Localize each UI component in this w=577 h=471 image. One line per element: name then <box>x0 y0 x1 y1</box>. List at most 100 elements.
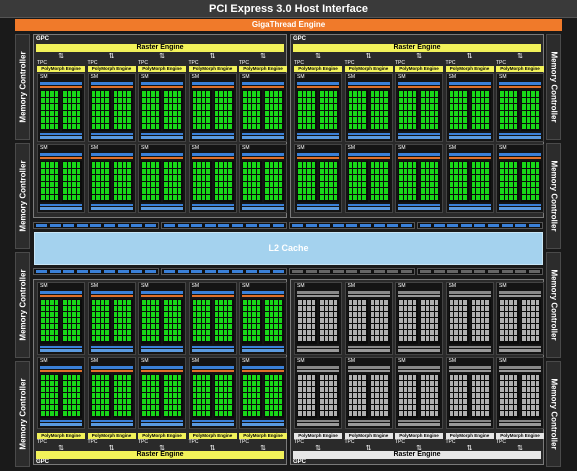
cuda-core <box>247 398 251 404</box>
cuda-core <box>127 330 131 336</box>
cuda-core <box>458 194 462 200</box>
cuda-core <box>67 162 71 168</box>
streaming-multiprocessor: SM <box>496 73 544 142</box>
shared-memory <box>90 420 133 422</box>
cuda-core <box>63 110 67 116</box>
cuda-core <box>403 97 407 103</box>
data-flow-arrow: ⇅ <box>365 53 372 60</box>
cuda-core <box>430 336 434 342</box>
cuda-core <box>522 306 526 312</box>
cuda-core <box>146 162 150 168</box>
warp-scheduler <box>141 86 183 88</box>
cuda-core <box>214 404 218 410</box>
shared-memory <box>242 345 284 348</box>
cuda-core <box>63 188 67 194</box>
cuda-core <box>142 300 146 306</box>
cuda-core <box>307 91 311 97</box>
cuda-core <box>278 312 282 318</box>
cuda-core <box>531 336 535 342</box>
cuda-core <box>214 168 218 174</box>
cuda-core <box>155 181 159 187</box>
cuda-core <box>100 398 104 404</box>
cuda-core <box>219 398 223 404</box>
cuda-core <box>370 398 374 404</box>
cuda-core <box>256 336 260 342</box>
cuda-core <box>379 386 383 392</box>
cuda-core <box>379 306 383 312</box>
cuda-core <box>173 91 177 97</box>
warp-scheduler <box>242 86 284 88</box>
cuda-core <box>421 404 425 410</box>
cuda-core <box>201 91 205 97</box>
cuda-core <box>421 194 425 200</box>
streaming-multiprocessor: SM <box>395 356 443 429</box>
cuda-core <box>526 123 530 129</box>
cuda-core <box>228 117 232 123</box>
cuda-core <box>458 97 462 103</box>
cuda-core <box>127 398 131 404</box>
cuda-core <box>197 318 201 324</box>
cuda-core <box>252 91 256 97</box>
cuda-core <box>54 123 58 129</box>
cuda-core <box>384 123 388 129</box>
cuda-core <box>302 392 306 398</box>
cuda-core <box>274 380 278 386</box>
core-block <box>420 161 440 202</box>
cuda-core <box>228 386 232 392</box>
cuda-core <box>526 175 530 181</box>
polymorph-engine: PolyMorph Engine <box>496 66 544 72</box>
cuda-core <box>67 97 71 103</box>
cuda-core <box>320 306 324 312</box>
cuda-core <box>243 123 247 129</box>
cuda-core <box>100 162 104 168</box>
cuda-core <box>333 123 337 129</box>
cuda-core <box>362 188 366 194</box>
cuda-core <box>449 392 453 398</box>
shared-memory <box>191 204 234 206</box>
cuda-core <box>50 110 54 116</box>
cuda-core <box>485 162 489 168</box>
cuda-core <box>265 312 269 318</box>
core-block <box>369 161 390 202</box>
cuda-core <box>307 162 311 168</box>
cuda-core <box>454 175 458 181</box>
streaming-multiprocessor: SM <box>445 282 494 355</box>
cuda-core <box>513 97 517 103</box>
cuda-core <box>500 374 504 380</box>
bus-link <box>460 224 472 227</box>
bus-link <box>218 224 230 227</box>
instruction-cache <box>40 291 82 294</box>
cuda-core <box>302 306 306 312</box>
cuda-core <box>192 386 196 392</box>
cuda-core <box>127 188 131 194</box>
cuda-core <box>76 306 80 312</box>
cuda-core <box>399 91 403 97</box>
cuda-core <box>252 194 256 200</box>
cuda-core <box>197 312 201 318</box>
cuda-core <box>370 162 374 168</box>
cuda-core <box>177 91 181 97</box>
sm-label: SM <box>242 145 250 151</box>
bus-link <box>36 224 47 227</box>
cuda-core <box>463 168 467 174</box>
cuda-core <box>434 312 438 318</box>
cuda-core <box>412 318 416 324</box>
cuda-core <box>513 398 517 404</box>
cuda-core <box>269 380 273 386</box>
cuda-core <box>105 300 109 306</box>
cuda-core <box>243 162 247 168</box>
cuda-core <box>197 123 201 129</box>
cuda-core <box>434 123 438 129</box>
cuda-core <box>45 306 49 312</box>
cuda-core <box>353 324 357 330</box>
cuda-core <box>485 398 489 404</box>
cuda-core <box>151 336 155 342</box>
cuda-core <box>357 324 361 330</box>
cuda-core <box>480 168 484 174</box>
cuda-core <box>219 117 223 123</box>
cuda-core <box>214 386 218 392</box>
cuda-core <box>463 386 467 392</box>
cuda-core <box>122 306 126 312</box>
bus-link <box>332 224 344 227</box>
cuda-core <box>67 123 71 129</box>
